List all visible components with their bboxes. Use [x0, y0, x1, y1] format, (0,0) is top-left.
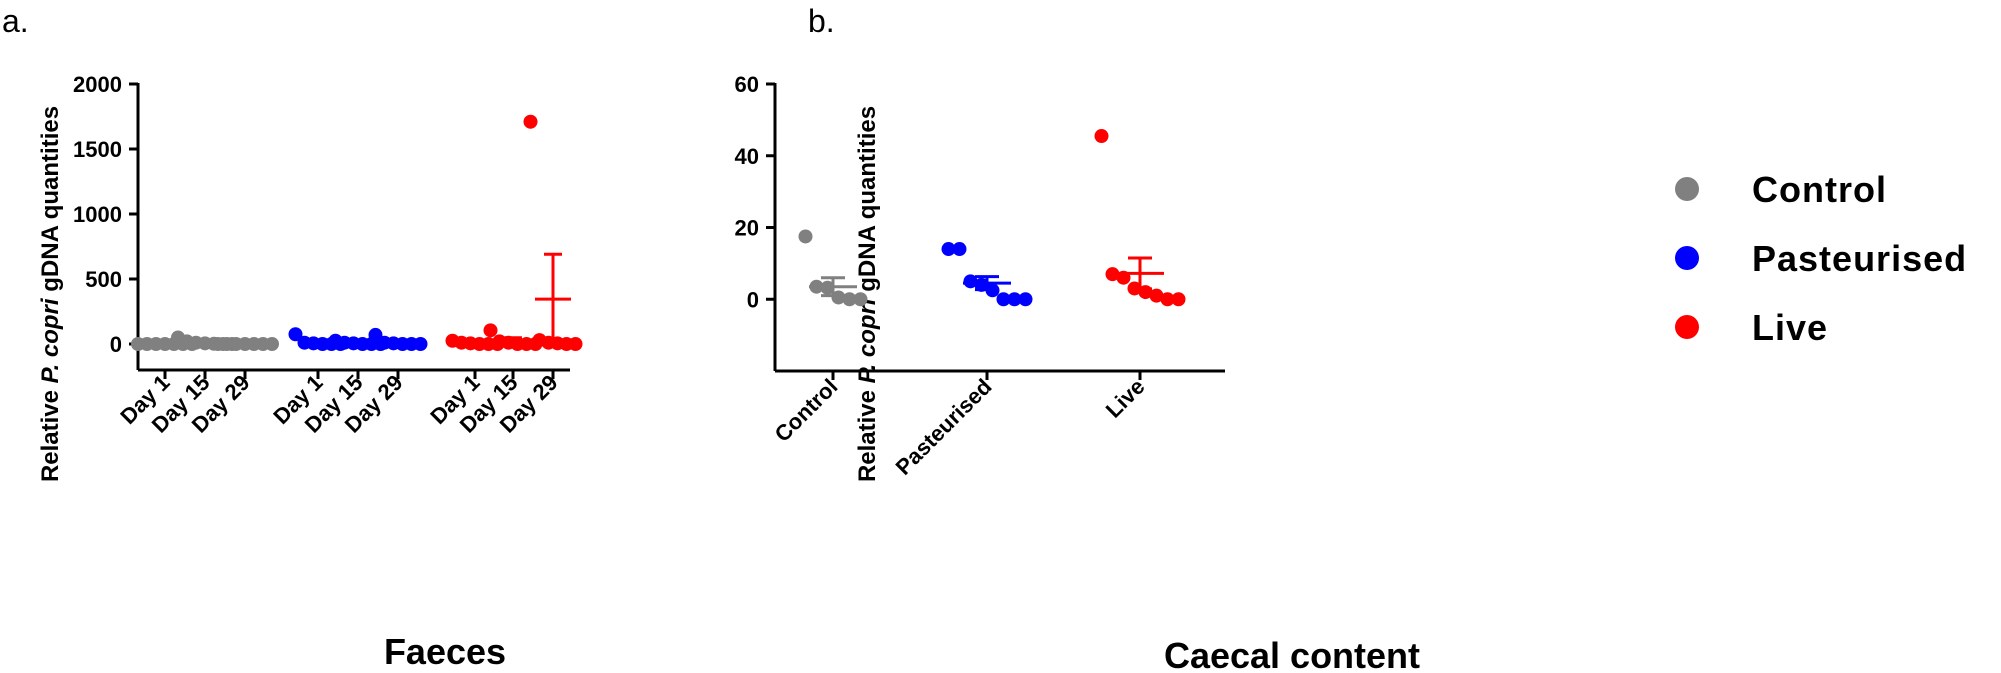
panel-b-x-axis-title: Caecal content: [1164, 635, 1420, 673]
data-point: [1149, 288, 1164, 303]
data-point: [1007, 292, 1022, 307]
y-tick-label: 1000: [73, 202, 122, 227]
data-point: [831, 290, 846, 305]
data-point: [1018, 292, 1033, 307]
data-point: [523, 114, 538, 129]
data-point: [952, 242, 967, 257]
panel-b-y-axis-title: Relative P. copri gDNA quantities: [854, 106, 881, 482]
data-point: [1160, 292, 1175, 307]
data-point: [483, 323, 498, 338]
panel-a-y-axis-title: Relative P. copri gDNA quantities: [37, 106, 64, 482]
legend-label-control: Control: [1752, 169, 1887, 210]
data-point: [288, 327, 303, 342]
y-tick-label: 0: [747, 287, 759, 312]
panel-b-caecal-chart: b. Relative P. copri gDNA quantities 0 20…: [735, 3, 1421, 673]
y-tick-label: 20: [735, 216, 759, 241]
panel-a-letter: a.: [2, 3, 29, 39]
panel-a-y-axis: 0 500 1000 1500 2000: [73, 72, 140, 370]
legend-label-live: Live: [1752, 307, 1828, 348]
panel-b-y-axis: 0 20 40 60: [735, 72, 777, 371]
data-point: [1094, 129, 1109, 144]
y-tick-label: 40: [735, 144, 759, 169]
y-tick-label: 1500: [73, 137, 122, 162]
panel-b-data-marks: [798, 129, 1186, 307]
data-point: [1105, 267, 1120, 282]
panel-b-x-axis: Control Pasteurised Live: [770, 369, 1225, 480]
panel-a-x-axis-title: Faeces: [384, 631, 506, 672]
data-point: [798, 229, 813, 244]
x-tick-label: Control: [770, 374, 843, 447]
y-tick-label: 500: [85, 267, 122, 292]
panel-a-data-marks: [131, 114, 583, 351]
data-point: [568, 337, 583, 351]
data-point: [853, 292, 868, 307]
panel-a-faeces-chart: a. Relative P. copri gDNA quantities 0 50…: [2, 3, 583, 672]
legend-marker-control: [1675, 177, 1699, 201]
y-tick-label: 2000: [73, 72, 122, 97]
legend-label-pasteurised: Pasteurised: [1752, 238, 1967, 279]
data-point: [996, 292, 1011, 307]
y-tick-label: 0: [110, 332, 122, 357]
legend-marker-live: [1675, 315, 1699, 339]
data-point: [963, 274, 978, 289]
panel-b-letter: b.: [808, 3, 835, 39]
data-point: [941, 242, 956, 257]
data-point: [265, 337, 279, 351]
x-tick-label: Live: [1101, 374, 1150, 423]
data-point: [842, 292, 857, 307]
x-tick-label: Pasteurised: [891, 374, 997, 480]
legend-marker-pasteurised: [1675, 246, 1699, 270]
data-point: [413, 337, 428, 351]
legend: Control Pasteurised Live: [1675, 169, 1967, 348]
data-point: [1171, 292, 1186, 307]
y-tick-label: 60: [735, 72, 759, 97]
